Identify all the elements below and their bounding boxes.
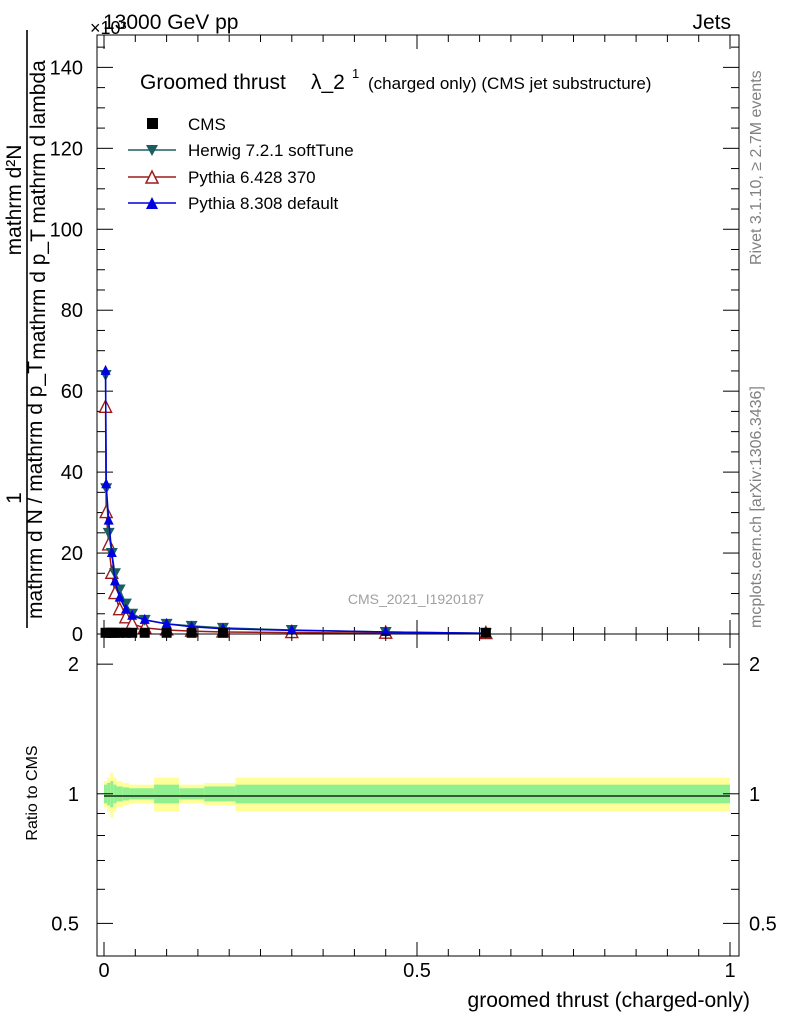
ratio-band-inner-6 — [129, 788, 155, 800]
ratio-y-label: Ratio to CMS — [24, 745, 41, 840]
x-tick-labels: 0 0.5 1 — [98, 960, 735, 982]
chart-title: Groomed thrust λ_2 1 (charged only) (CMS… — [140, 66, 651, 94]
energy-label: 13000 GeV pp — [103, 11, 238, 34]
title-suffix: (charged only) (CMS jet substructure) — [368, 74, 651, 93]
mcplots-label: mcplots.cern.ch [arXiv:1306.3436] — [748, 386, 765, 628]
ratio-band-inner-4 — [116, 786, 123, 802]
legend-marker-pythia8 — [146, 197, 158, 209]
series-layer — [98, 364, 493, 640]
title-main: Groomed thrust — [140, 71, 286, 94]
data-point-cms-5 — [120, 627, 131, 638]
data-point-pythia-8-308-default-4 — [109, 575, 120, 586]
y-label-right-denominator: mathrm d p_T mathrm d lambda — [27, 60, 50, 360]
legend-label-pythia6: Pythia 6.428 370 — [188, 168, 316, 187]
title-superscript: 1 — [352, 66, 359, 81]
rivet-label: Rivet 3.1.10, ≥ 2.7M events — [748, 70, 765, 265]
title-lambda: λ_2 — [311, 71, 345, 94]
y-tick-label-60: 60 — [61, 381, 83, 403]
y-tick-label-40: 40 — [61, 462, 83, 484]
data-point-pythia-8-308-default-8 — [139, 613, 150, 624]
ratio-tick-label-left-2: 2 — [68, 654, 79, 676]
ratio-tick-label-left-1: 1 — [68, 784, 79, 806]
ratio-band-inner-5 — [122, 787, 130, 801]
ratio-tick-label-right-1: 1 — [749, 784, 760, 806]
ratio-tick-label-right-0.5: 0.5 — [749, 913, 777, 935]
data-point-cms-9 — [186, 627, 197, 638]
data-point-cms-8 — [161, 627, 172, 638]
main-y-tick-labels: 0 20 40 60 80 100 120 140 — [50, 57, 83, 646]
y-label-right-numerator: mathrm d²N — [3, 145, 26, 256]
data-point-pythia-8-308-default-3 — [106, 547, 117, 558]
ratio-bands — [104, 772, 730, 818]
analysis-watermark: CMS_2021_I1920187 — [348, 591, 484, 607]
legend-marker-herwig — [146, 145, 158, 156]
legend: CMS Herwig 7.2.1 softTune Pythia 6.428 3… — [128, 115, 354, 213]
ratio-band-inner-10 — [235, 784, 730, 804]
legend-marker-cms — [147, 118, 158, 129]
data-point-pythia-8-308-default-0 — [100, 364, 111, 375]
y-tick-label-100: 100 — [50, 219, 83, 241]
data-point-pythia-8-308-default-9 — [161, 617, 172, 628]
ratio-band-inner-8 — [179, 788, 205, 800]
ratio-panel-frame — [96, 633, 740, 957]
process-label: Jets — [692, 11, 731, 34]
legend-marker-pythia6 — [144, 169, 160, 184]
legend-label-herwig: Herwig 7.2.1 softTune — [188, 141, 354, 160]
y-tick-label-0: 0 — [72, 624, 83, 646]
data-point-cms-11 — [480, 627, 491, 638]
y-label-numerator: 1 — [3, 492, 26, 504]
ratio-tick-label-left-0.5: 0.5 — [51, 913, 79, 935]
x-tick-label-0: 0 — [98, 960, 109, 982]
data-point-herwig-7-2-1-softtune-4 — [108, 568, 121, 580]
data-point-pythia-8-308-default-12 — [286, 624, 297, 635]
ratio-y-tick-labels: 0.5 0.5 1 1 2 2 — [51, 654, 777, 935]
x-axis-label: groomed thrust (charged-only) — [468, 989, 750, 1012]
y-tick-label-120: 120 — [50, 138, 83, 160]
y-tick-label-140: 140 — [50, 57, 83, 79]
y-label-denominator: mathrm d N / mathrm d p_T — [24, 361, 47, 619]
exponent-label: ×10³ — [90, 18, 127, 38]
legend-label-pythia8: Pythia 8.308 default — [188, 194, 339, 213]
y-tick-label-20: 20 — [61, 543, 83, 565]
data-point-pythia-8-308-default-2 — [103, 514, 114, 525]
data-point-pythia-8-308-default-6 — [120, 603, 131, 614]
ratio-band-inner-9 — [204, 786, 236, 802]
data-point-pythia-8-308-default-5 — [114, 591, 125, 602]
ratio-band-inner-7 — [154, 784, 180, 804]
ratio-band-inner-3 — [113, 784, 117, 804]
data-point-herwig-7-2-1-softtune-2 — [102, 527, 115, 539]
data-point-pythia-8-308-default-1 — [101, 478, 112, 489]
x-tick-label-0.5: 0.5 — [403, 960, 431, 982]
data-point-cms-7 — [139, 627, 150, 638]
ratio-tick-label-right-2: 2 — [749, 654, 760, 676]
data-point-pythia-8-308-default-13 — [380, 625, 391, 636]
y-axis-label: 1 mathrm d N / mathrm d p_T mathrm d²N m… — [3, 30, 50, 628]
y-tick-label-80: 80 — [61, 300, 83, 322]
data-point-pythia-6-428-370-1 — [99, 504, 114, 519]
legend-label-cms: CMS — [188, 115, 226, 134]
ratio-axis-ticks — [97, 634, 739, 956]
data-point-pythia-8-308-default-7 — [127, 609, 138, 620]
data-point-cms-6 — [127, 627, 138, 638]
data-point-cms-10 — [217, 627, 228, 638]
x-tick-label-1: 1 — [724, 960, 735, 982]
data-point-cms-4 — [114, 627, 125, 638]
